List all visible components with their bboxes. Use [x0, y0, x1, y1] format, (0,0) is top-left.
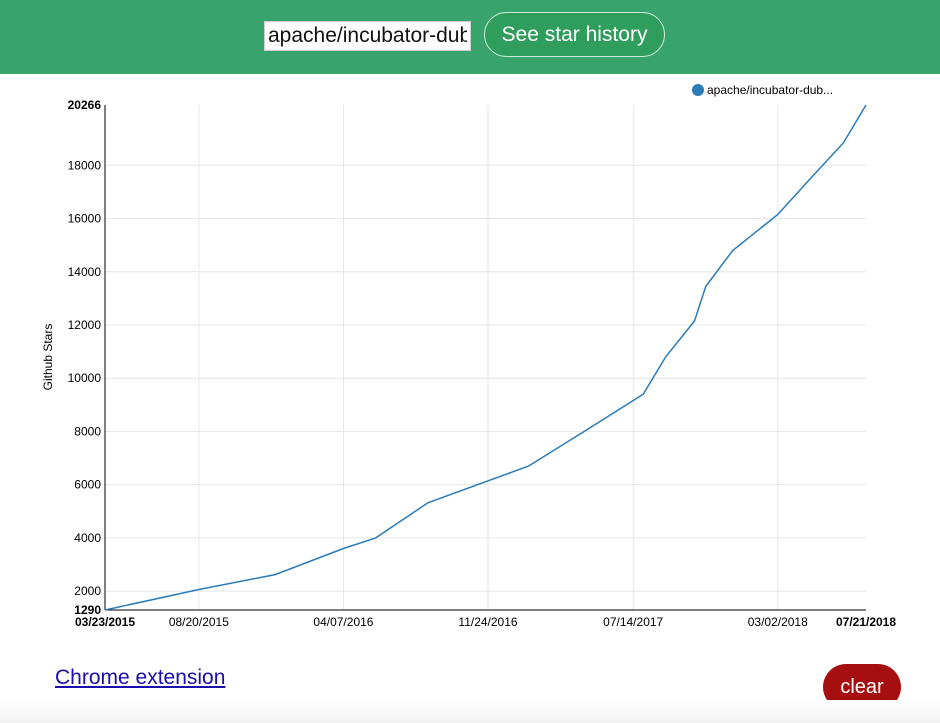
- axes: [104, 105, 866, 611]
- y-tick-label: 18000: [68, 158, 102, 172]
- x-tick-label: 08/20/2015: [169, 615, 229, 629]
- x-tick-label: 07/14/2017: [603, 615, 663, 629]
- legend-marker: [692, 84, 704, 96]
- series-layer: [104, 104, 867, 611]
- legend: apache/incubator-dub...: [692, 83, 833, 97]
- legend-label: apache/incubator-dub...: [707, 83, 833, 97]
- x-tick-labels: 03/23/2015 08/20/2015 04/07/2016 11/24/2016…: [75, 615, 896, 629]
- y-tick-label: 8000: [74, 424, 101, 438]
- grid-lines: [105, 105, 866, 610]
- y-tick-label: 4000: [74, 531, 101, 545]
- y-tick-label: 12000: [68, 318, 102, 332]
- series-line: [104, 104, 867, 611]
- header-bar: See star history: [0, 0, 940, 74]
- y-tick-label: 1290: [74, 603, 101, 617]
- repo-search-input[interactable]: [264, 21, 471, 51]
- x-tick-label: 11/24/2016: [458, 615, 517, 629]
- y-axis-label: Github Stars: [41, 324, 55, 391]
- x-tick-label: 04/07/2016: [313, 615, 373, 629]
- y-tick-label: 10000: [68, 371, 102, 385]
- star-history-chart: 1290 2000 4000 6000 8000 10000 12000 14000 16000…: [41, 83, 896, 629]
- y-tick-label: 6000: [74, 478, 101, 492]
- y-tick-label: 16000: [68, 212, 102, 226]
- bottom-shade: [0, 700, 940, 723]
- see-star-history-button[interactable]: See star history: [484, 12, 665, 57]
- y-tick-label: 20266: [68, 98, 102, 112]
- y-tick-label: 14000: [68, 265, 102, 279]
- chrome-extension-link[interactable]: Chrome extension: [55, 666, 226, 689]
- y-tick-labels: 1290 2000 4000 6000 8000 10000 12000 14000 16000…: [68, 98, 102, 617]
- x-tick-label: 07/21/2018: [836, 615, 896, 629]
- x-tick-label: 03/23/2015: [75, 615, 135, 629]
- x-tick-label: 03/02/2018: [748, 615, 808, 629]
- y-tick-label: 2000: [74, 584, 101, 598]
